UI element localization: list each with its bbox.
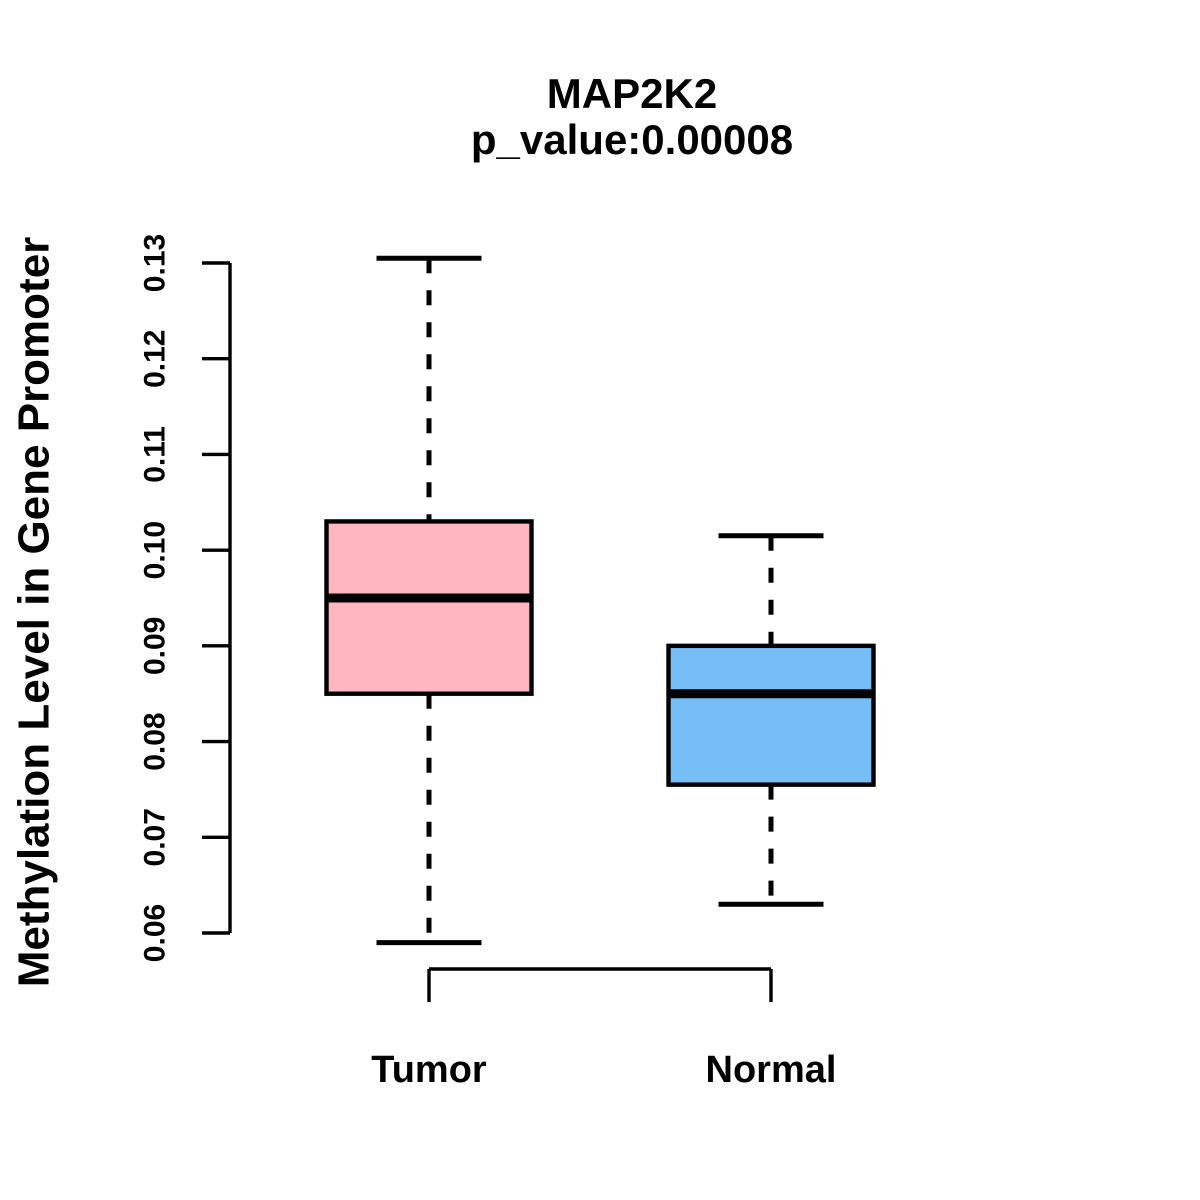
y-tick-label: 0.07 — [139, 808, 172, 866]
y-tick-label: 0.09 — [139, 617, 172, 675]
y-tick-label: 0.12 — [139, 330, 172, 388]
y-axis-label: Methylation Level in Gene Promoter — [10, 237, 59, 988]
normal-box — [666, 643, 876, 787]
y-tick-label: 0.08 — [139, 712, 172, 770]
x-group-label-normal: Normal — [706, 1049, 837, 1091]
tumor-box — [324, 519, 534, 696]
y-tick-label: 0.06 — [139, 904, 172, 962]
chart-title: MAP2K2 — [547, 70, 717, 117]
y-tick-label: 0.11 — [139, 426, 172, 483]
y-tick-label: 0.10 — [139, 521, 172, 579]
chart-subtitle: p_value:0.00008 — [471, 116, 793, 163]
x-group-label-tumor: Tumor — [371, 1049, 487, 1091]
y-tick-label: 0.13 — [139, 234, 172, 292]
plot-area: 0.06 0.07 0.08 0.09 0.10 0.11 0.12 0.13 Tumor Nor… — [139, 234, 876, 1091]
